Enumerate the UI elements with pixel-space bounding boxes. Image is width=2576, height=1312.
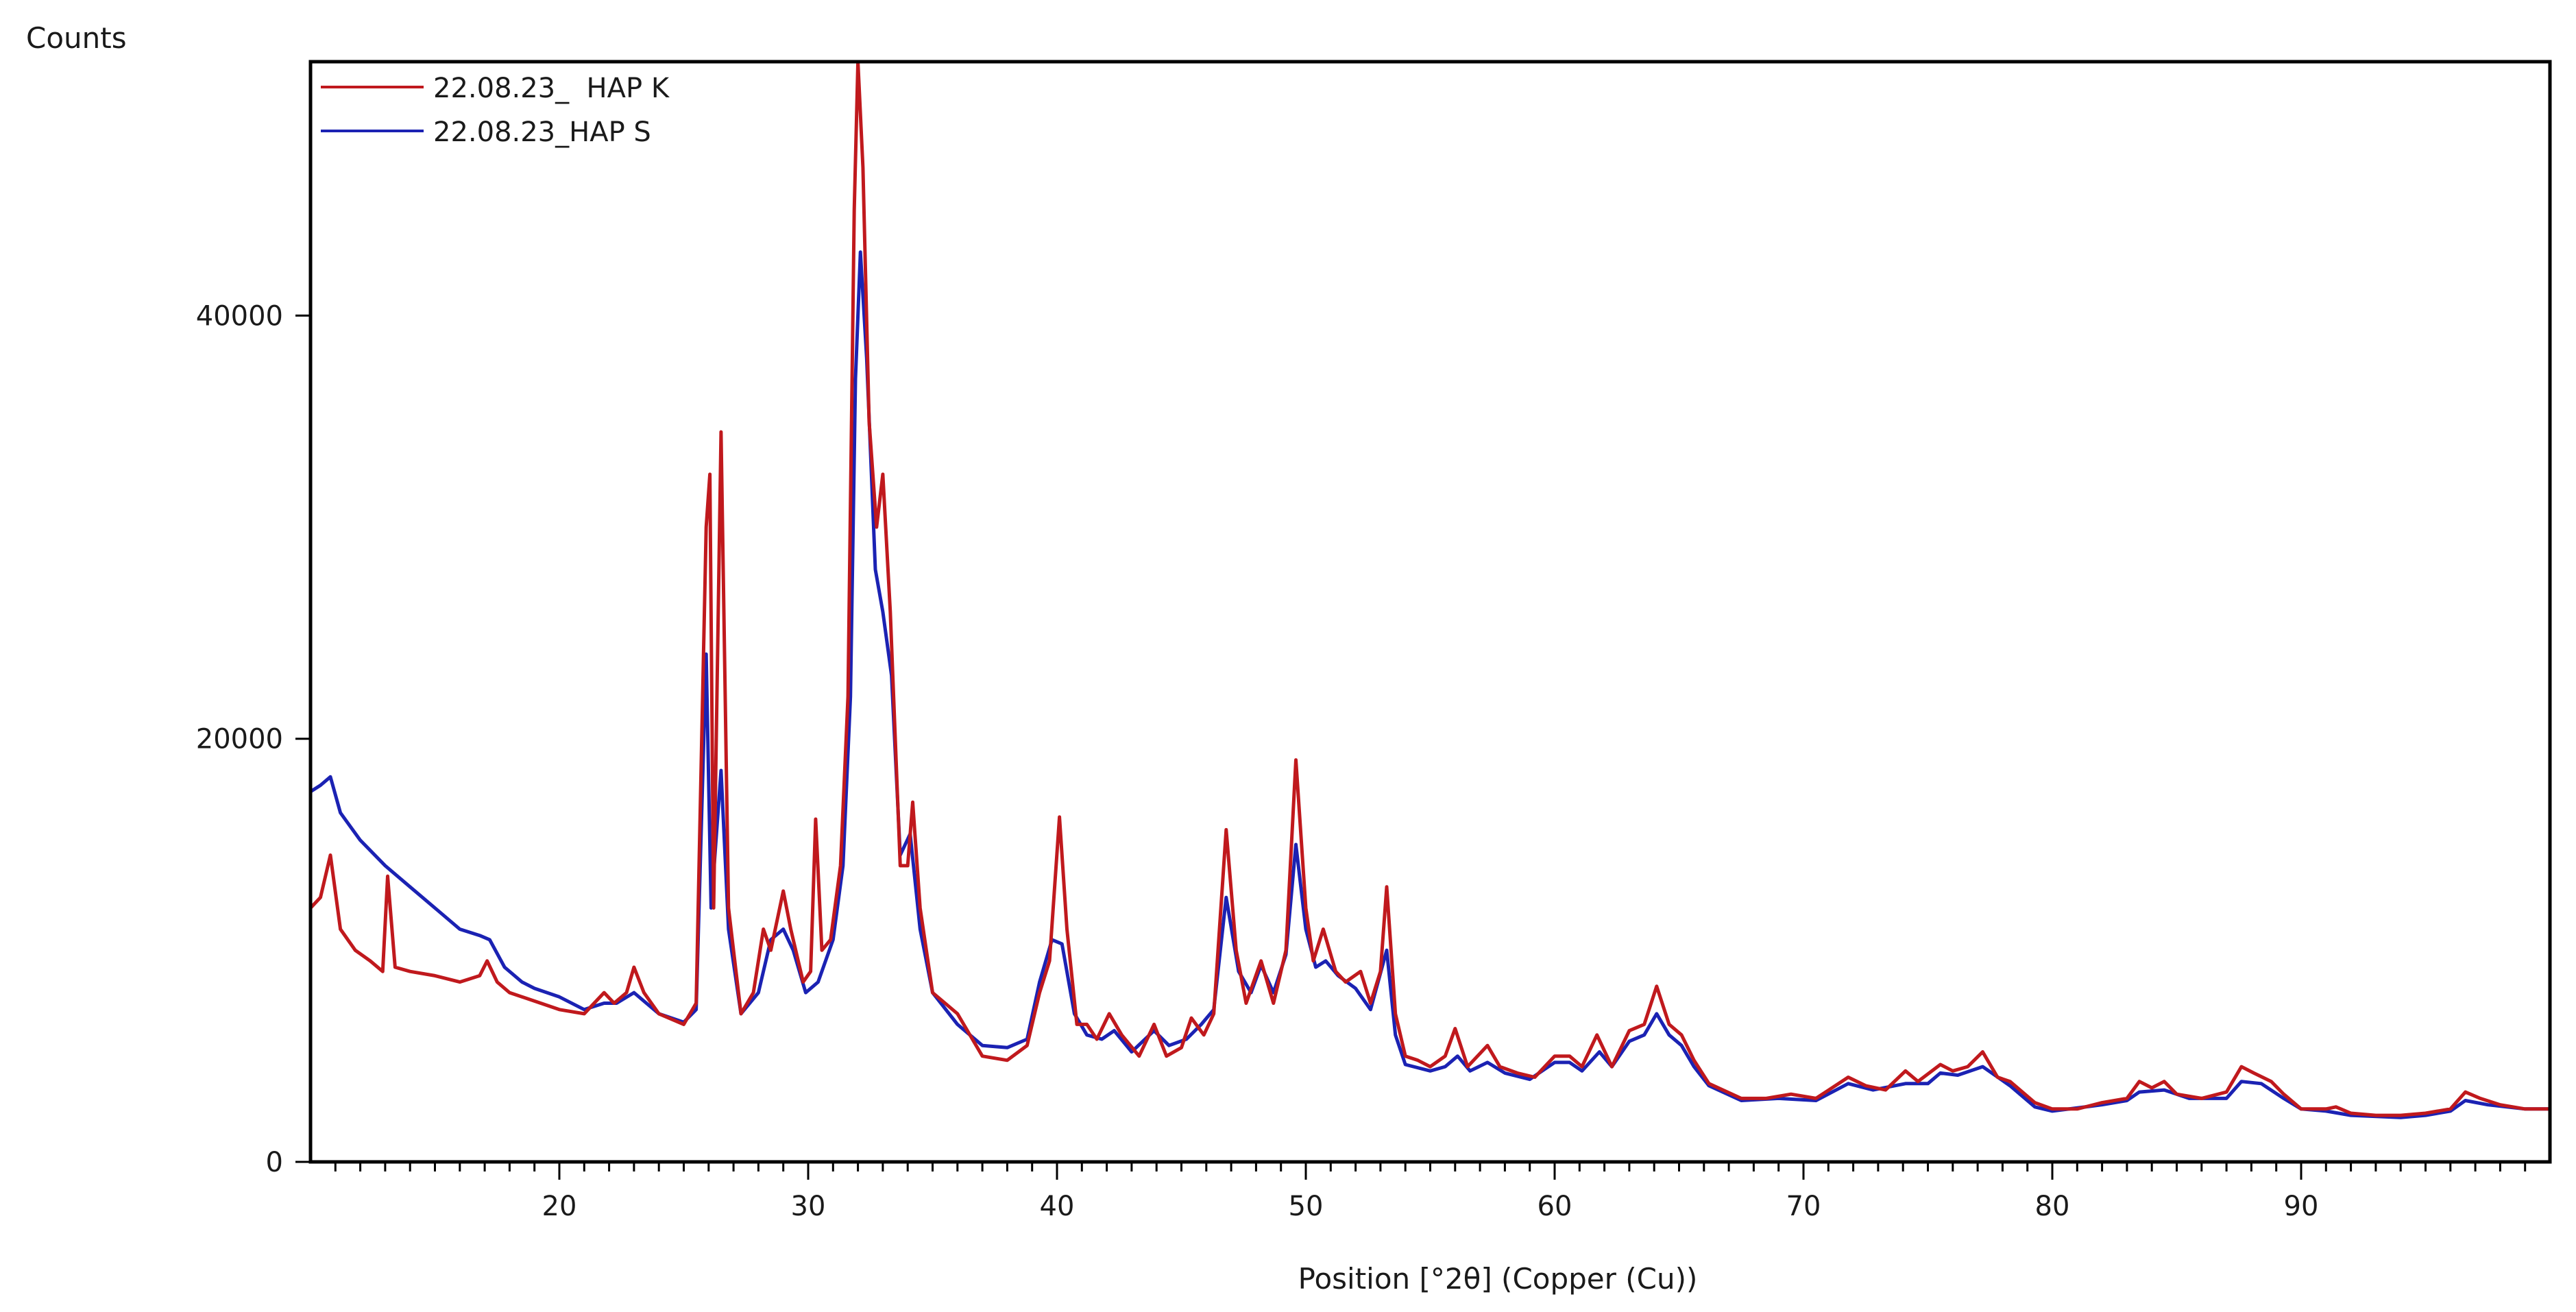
x-tick-label: 20 [542, 1191, 577, 1222]
plot-series [308, 60, 2552, 1119]
legend-label-series-1: 22.08.23_ HAP K [433, 73, 670, 104]
x-tick-label: 70 [1786, 1191, 1821, 1222]
x-tick-label: 90 [2284, 1191, 2319, 1222]
x-tick-label: 40 [1040, 1191, 1075, 1222]
y-tick-label: 20000 [196, 724, 283, 755]
y-axis-title: Counts [26, 21, 127, 55]
legend-label-series-2: 22.08.23_HAP S [433, 117, 651, 148]
x-tick-label: 30 [791, 1191, 826, 1222]
series-line-1 [308, 60, 2552, 1117]
y-tick-label: 40000 [196, 300, 283, 332]
plot-frame [308, 60, 2552, 1164]
x-axis-ticks: 20 30 40 50 60 70 80 90 [334, 1162, 2527, 1222]
x-tick-label: 50 [1289, 1191, 1324, 1222]
x-axis-title: Position [°2θ] (Copper (Cu)) [1298, 1262, 1698, 1296]
x-tick-label: 80 [2035, 1191, 2070, 1222]
x-tick-label: 60 [1538, 1191, 1572, 1222]
y-tick-label: 0 [266, 1147, 283, 1178]
legend: 22.08.23_ HAP K 22.08.23_HAP S [321, 73, 670, 148]
y-axis-ticks: 0 20000 40000 [196, 300, 311, 1178]
